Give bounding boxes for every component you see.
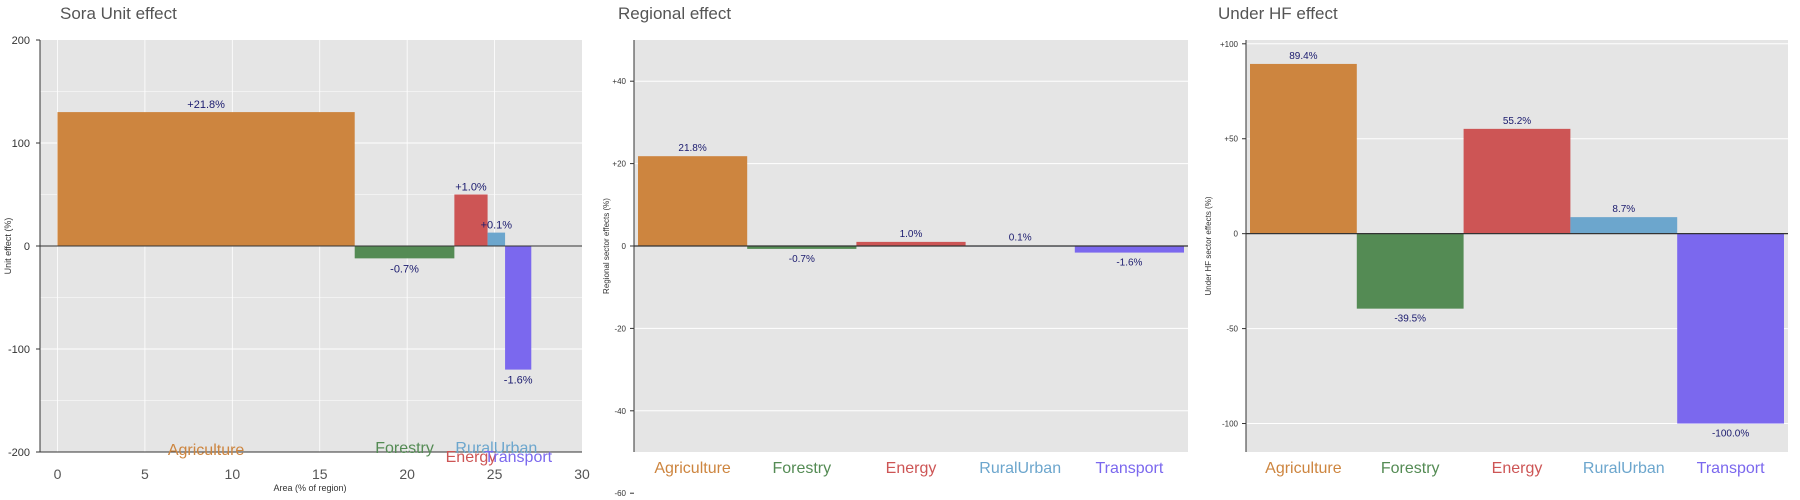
category-label-energy: Energy bbox=[1492, 460, 1543, 477]
bar-forestry bbox=[1356, 233, 1464, 309]
y-tick-label: 0 bbox=[622, 242, 627, 251]
category-label-transport: Transport bbox=[1095, 460, 1163, 477]
bar-energy bbox=[856, 241, 966, 246]
category-label-agriculture: Agriculture bbox=[168, 442, 245, 459]
regional-effect-panel: Regional effect 21.8% -0.7% 1.0% 0.1% -1.6% A… bbox=[600, 0, 1200, 500]
bar-ruralurban bbox=[1570, 217, 1678, 234]
y-tick-label: -60 bbox=[614, 489, 626, 498]
bar-forestry bbox=[354, 246, 455, 259]
category-label-forestry: Forestry bbox=[1381, 460, 1440, 477]
category-label-agriculture: Agriculture bbox=[654, 460, 731, 477]
category-label-energy: Energy bbox=[886, 460, 937, 477]
y-tick-label: 100 bbox=[12, 138, 30, 150]
bar-energy bbox=[1463, 128, 1571, 234]
data-label-forestry: -0.7% bbox=[789, 254, 815, 265]
regional-effect-title: Regional effect bbox=[618, 4, 732, 23]
x-tick-label: 25 bbox=[487, 466, 503, 482]
hf-effect-title: Under HF effect bbox=[1218, 4, 1338, 23]
x-tick-label: 0 bbox=[54, 466, 62, 482]
data-label-agriculture: 21.8% bbox=[678, 143, 706, 154]
category-label-agriculture: Agriculture bbox=[1265, 460, 1342, 477]
category-label-forestry: Forestry bbox=[375, 440, 434, 457]
bar-agriculture bbox=[1250, 63, 1357, 234]
category-label-ruralurban: RuralUrban bbox=[1583, 460, 1665, 477]
data-label-transport: -100.0% bbox=[1712, 429, 1749, 440]
data-label-agriculture: +21.8% bbox=[187, 99, 225, 111]
category-label-forestry: Forestry bbox=[772, 460, 831, 477]
category-label-ruralurban: RuralUrban bbox=[455, 440, 537, 457]
y-tick-label: -20 bbox=[614, 324, 626, 333]
data-label-ruralurban: 8.7% bbox=[1612, 204, 1635, 215]
bar-forestry bbox=[747, 246, 857, 249]
data-label-forestry: -39.5% bbox=[1394, 314, 1426, 325]
category-label-ruralurban: RuralUrban bbox=[979, 460, 1061, 477]
y-tick-label: +50 bbox=[1224, 135, 1238, 144]
y-tick-label: -100 bbox=[8, 344, 30, 356]
x-tick-label: 15 bbox=[312, 466, 328, 482]
y-tick-label: 0 bbox=[1234, 230, 1239, 239]
y-tick-label: 0 bbox=[24, 241, 30, 253]
regional-effect-chart: 21.8% -0.7% 1.0% 0.1% -1.6% Agriculture Forest… bbox=[602, 40, 1188, 498]
bar-agriculture bbox=[57, 112, 355, 246]
y-tick-label: +100 bbox=[1220, 40, 1239, 49]
y-axis-label: Regional sector effects (%) bbox=[602, 198, 611, 294]
unit-effect-chart: +21.8% -0.7% +1.0% +0.1% -1.6% Agriculture For… bbox=[3, 35, 590, 493]
data-label-transport: -1.6% bbox=[1116, 258, 1142, 269]
hf-effect-panel: Under HF effect 89.4% -39.5% 55.2% 8.7% -100… bbox=[1200, 0, 1800, 500]
hf-effect-chart: 89.4% -39.5% 55.2% 8.7% -100.0% Agriculture Fo… bbox=[1204, 40, 1788, 477]
data-label-ruralurban: 0.1% bbox=[1009, 233, 1032, 244]
y-tick-label: -40 bbox=[614, 407, 626, 416]
bar-transport bbox=[1074, 246, 1184, 253]
data-label-energy: 55.2% bbox=[1503, 116, 1531, 127]
bar-transport bbox=[505, 246, 532, 370]
y-tick-label: -200 bbox=[8, 447, 30, 459]
unit-effect-title: Sora Unit effect bbox=[60, 4, 177, 23]
y-axis-label: Unit effect (%) bbox=[3, 218, 13, 275]
y-tick-label: 200 bbox=[12, 35, 30, 47]
data-label-energy: 1.0% bbox=[900, 229, 923, 240]
y-tick-label: -100 bbox=[1222, 420, 1239, 429]
y-tick-label: -50 bbox=[1226, 325, 1238, 334]
bar-transport bbox=[1677, 233, 1784, 424]
data-label-agriculture: 89.4% bbox=[1289, 51, 1317, 62]
unit-effect-panel: Sora Unit effect +21.8% -0.7% +1.0% +0.1% -1… bbox=[0, 0, 600, 500]
x-tick-label: 5 bbox=[141, 466, 149, 482]
y-tick-label: +20 bbox=[612, 160, 626, 169]
category-label-transport: Transport bbox=[1697, 460, 1765, 477]
data-label-transport: -1.6% bbox=[504, 375, 533, 387]
x-tick-label: 10 bbox=[225, 466, 241, 482]
y-tick-label: +40 bbox=[612, 77, 626, 86]
bar-ruralurban bbox=[487, 232, 506, 246]
data-label-ruralurban: +0.1% bbox=[481, 220, 513, 232]
bar-energy bbox=[454, 194, 488, 246]
bar-agriculture bbox=[638, 156, 748, 246]
data-label-forestry: -0.7% bbox=[390, 263, 419, 275]
category-label-energy: Energy bbox=[446, 449, 497, 466]
y-axis-label: Under HF sector effects (%) bbox=[1204, 196, 1213, 295]
x-axis-label: Area (% of region) bbox=[273, 483, 346, 493]
x-tick-label: 20 bbox=[399, 466, 415, 482]
category-label-transport: Transport bbox=[484, 449, 552, 466]
x-tick-label: 30 bbox=[574, 466, 590, 482]
data-label-energy: +1.0% bbox=[455, 182, 487, 194]
